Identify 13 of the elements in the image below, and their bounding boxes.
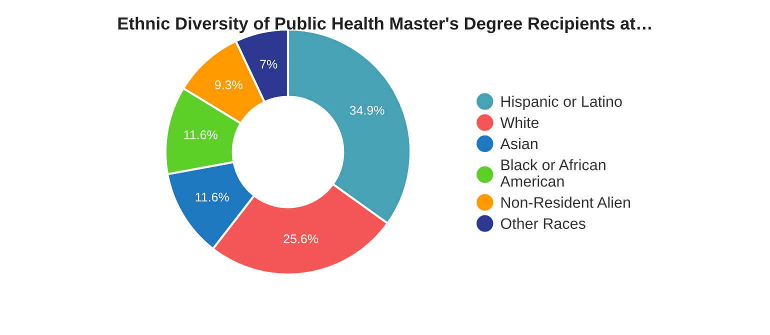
legend-label: White — [500, 116, 539, 128]
legend-label: Other Races — [500, 218, 586, 230]
legend-label: Asian — [500, 138, 538, 150]
legend-label: Hispanic or Latino — [501, 96, 622, 110]
legend-label: Non-Resident Alien — [501, 196, 630, 208]
data-label: 11.6% — [196, 192, 229, 202]
chart-title: Ethnic Diversity of Public Health Master's Degree Recipients at… — [118, 16, 651, 34]
data-label: 34.9% — [350, 106, 384, 115]
data-label: 25.6% — [284, 234, 318, 244]
data-label: 9.3% — [214, 80, 242, 90]
data-label: 11.6% — [184, 130, 218, 140]
legend-label: Black or African American — [500, 159, 606, 187]
data-label: 7% — [260, 60, 278, 69]
